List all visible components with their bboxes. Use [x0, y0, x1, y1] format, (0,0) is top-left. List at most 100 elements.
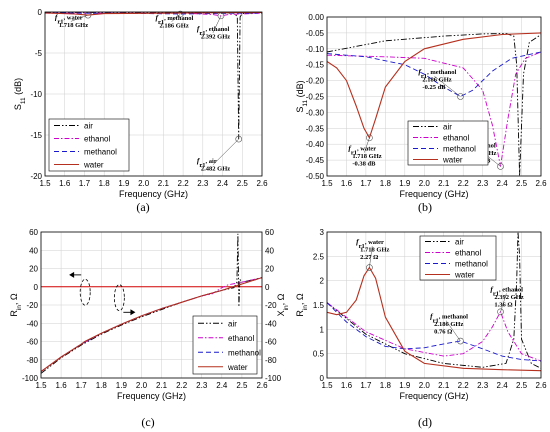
x-tick-label: 2.1	[438, 381, 450, 390]
x-tick-label: 1.8	[380, 179, 392, 188]
y-tick-label: -40	[26, 319, 38, 328]
x-tick-label: 2.5	[236, 381, 248, 390]
annotation-leader	[500, 293, 507, 312]
y-tick-label: 60	[29, 228, 38, 237]
y-axis-label: S11 (dB)	[295, 80, 309, 112]
y-axis-label: Rin, Ω	[295, 293, 309, 317]
x-tick-label: 2.4	[217, 179, 229, 188]
legend: air ethanol methanol water	[48, 118, 130, 172]
legend-label-methanol: methanol	[228, 348, 261, 357]
x-tick-label: 1.8	[380, 381, 392, 390]
x-tick-label: 2.5	[516, 381, 528, 390]
annotation-marker	[177, 10, 184, 18]
x-tick-label: 2.1	[438, 179, 450, 188]
annotation-leader	[364, 137, 370, 153]
annotation-marker	[497, 308, 504, 316]
x-axis-label: Frequency (GHz)	[119, 189, 188, 199]
series-line-air	[327, 33, 541, 176]
y-tick-label: -80	[26, 356, 38, 365]
y-tick-label: -100	[22, 374, 39, 383]
y-tick-label: 1.5	[313, 301, 325, 310]
x-tick-label: 1.7	[76, 381, 88, 390]
x-tick-label: 2.1	[156, 381, 168, 390]
series-line-methanol	[327, 51, 541, 98]
y-tick-label: -0.10	[306, 45, 325, 54]
y-tick-label: -15	[30, 131, 42, 140]
y-tick-label: 40	[29, 246, 38, 255]
chart-c: 1.5 1.6 1.7 1.8 1.9 2.0 2.1 2.2 2.3 2.4 2.5 2.6-100…	[9, 228, 290, 401]
x-tick-label: 2.3	[477, 381, 489, 390]
y-tick-label: -0.45	[306, 156, 325, 165]
arrow-left-head	[69, 271, 75, 278]
series-line-air	[45, 12, 262, 140]
y-tick-label: -20	[26, 301, 38, 310]
x-tick-label: 2.6	[535, 381, 547, 390]
y-right-tick-label: 40	[265, 246, 274, 255]
x-tick-label: 1.6	[56, 381, 68, 390]
x-axis-label: Frequency (GHz)	[117, 391, 186, 401]
series-line-water	[45, 12, 262, 16]
annotation-leader	[434, 76, 461, 97]
y-tick-label: -20	[30, 172, 42, 181]
legend-label-methanol: methanol	[455, 260, 488, 269]
series-line-ethanol	[327, 302, 541, 362]
legend-label-air: air	[455, 238, 464, 247]
series-line-air	[41, 233, 262, 374]
y-axis-label: Rin, Ω	[9, 293, 23, 317]
y-tick-label: -0.15	[306, 61, 325, 70]
x-tick-label: 2.2	[176, 381, 188, 390]
y-tick-label: 0	[320, 374, 325, 383]
y-tick-label: -0.05	[306, 29, 325, 38]
x-tick-label: 2.5	[237, 179, 249, 188]
annotation-leader	[70, 14, 89, 22]
x-tick-label: 2.3	[477, 179, 489, 188]
y-right-tick-label: -20	[265, 301, 277, 310]
x-tick-label: 2.5	[516, 179, 528, 188]
x-tick-label: 2.0	[419, 179, 431, 188]
annotation-text: fr1, water 1.718 GHz	[55, 12, 88, 29]
x-tick-label: 2.2	[178, 179, 190, 188]
annotation-marker	[366, 134, 373, 142]
y-right-tick-label: -60	[265, 338, 277, 347]
x-tick-label: 1.9	[116, 381, 128, 390]
y-tick-label: 1	[320, 325, 325, 334]
x-tick-label: 1.9	[118, 179, 130, 188]
x-tick-label: 2.6	[256, 381, 268, 390]
legend-label-ethanol: ethanol	[455, 249, 481, 258]
x-tick-label: 2.4	[216, 381, 228, 390]
annotation-leader	[212, 138, 239, 166]
annotation-leader	[445, 320, 461, 342]
arrow-right-head	[130, 309, 136, 316]
x-tick-label: 1.5	[321, 381, 333, 390]
legend: air ethanol methanol water	[419, 235, 497, 281]
x-tick-label: 1.5	[39, 179, 51, 188]
legend-label-water: water	[227, 363, 248, 372]
panel-label-b: (b)	[418, 200, 432, 214]
annotation-marker	[217, 12, 225, 20]
legend: air ethanol methanol water	[192, 315, 261, 375]
series-line-water	[327, 32, 541, 140]
x-tick-label: 1.5	[35, 381, 47, 390]
x-tick-label: 2.0	[419, 381, 431, 390]
annotation-marker	[366, 264, 373, 271]
x-tick-label: 2.4	[497, 179, 509, 188]
x-tick-label: 2.4	[497, 381, 509, 390]
series-line-methanol	[327, 302, 541, 362]
legend-label-water: water	[83, 161, 104, 170]
legend-label-water: water	[442, 156, 463, 165]
legend-label-methanol: methanol	[443, 145, 476, 154]
annotation-text: fr1, air 2.482 GHz	[197, 156, 230, 173]
annotation-text: fr1, water 1.718 GHz 2.27 Ω	[356, 237, 389, 261]
x-tick-label: 2.6	[256, 179, 268, 188]
x-tick-label: 2.0	[138, 179, 150, 188]
y-tick-label: -10	[30, 90, 42, 99]
y-tick-label: 20	[29, 265, 38, 274]
y-tick-label: -0.30	[306, 108, 325, 117]
y-axis-label: S11 (dB)	[13, 78, 27, 110]
annotation-text: fr1, ethanol 2.392 GHz 1.36 Ω	[490, 284, 523, 308]
panel-label-c: (c)	[141, 415, 154, 429]
x-tick-label: 2.1	[158, 179, 170, 188]
x-tick-label: 1.6	[341, 381, 353, 390]
y-tick-label: -5	[35, 49, 43, 58]
